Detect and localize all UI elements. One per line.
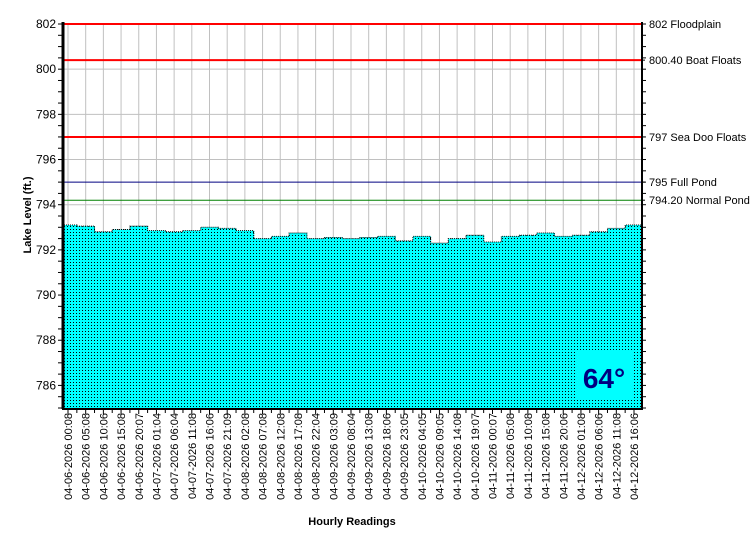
- reference-label: 797 Sea Doo Floats: [649, 132, 747, 144]
- data-column: [306, 238, 325, 408]
- data-column: [271, 236, 290, 408]
- data-column: [165, 231, 184, 408]
- x-tick-label: 04-11-2026 15:08: [541, 413, 553, 499]
- data-column: [554, 236, 573, 408]
- x-tick-label: 04-08-2026 02:08: [240, 413, 252, 500]
- x-tick-label: 04-07-2026 06:04: [169, 413, 181, 500]
- data-column: [76, 226, 96, 408]
- x-tick-label: 04-08-2026 12:08: [275, 413, 287, 500]
- data-outline: [64, 224, 641, 244]
- x-tick-label: 04-07-2026 11:08: [187, 413, 199, 499]
- data-column: [377, 236, 396, 408]
- data-column: [412, 236, 432, 408]
- y-tick-label: 800: [36, 62, 56, 76]
- y-tick-label: 790: [36, 288, 56, 302]
- data-column: [129, 226, 149, 408]
- data-column: [218, 228, 237, 408]
- data-column: [359, 237, 379, 408]
- x-tick-label: 04-10-2026 19:07: [470, 413, 482, 500]
- x-tick-label: 04-08-2026 17:08: [293, 413, 305, 500]
- x-tick-label: 04-07-2026 16:06: [205, 413, 217, 500]
- x-tick-label: 04-06-2026 20:07: [134, 413, 146, 500]
- x-tick-label: 04-06-2026 05:08: [81, 413, 93, 500]
- data-column: [536, 232, 555, 408]
- data-column: [501, 236, 520, 408]
- reference-label: 795 Full Pond: [649, 177, 717, 189]
- data-column: [430, 243, 449, 408]
- y-tick-label: 802: [36, 17, 56, 31]
- reference-label: 794.20 Normal Pond: [649, 195, 750, 207]
- reference-lines: 802 Floodplain 800.40 Boat Floats 797 Sea …: [64, 19, 750, 207]
- data-column: [465, 235, 485, 408]
- data-column: [395, 240, 414, 408]
- data-column: [483, 241, 502, 408]
- data-area: [64, 224, 642, 408]
- x-axis-title: Hourly Readings: [308, 516, 395, 528]
- data-column: [519, 235, 538, 408]
- y-tick-label: 796: [36, 153, 56, 167]
- data-column: [342, 238, 361, 408]
- data-column: [236, 230, 255, 408]
- x-tick-label: 04-12-2026 16:06: [629, 413, 641, 500]
- x-tick-label: 04-08-2026 07:08: [258, 413, 270, 500]
- x-tick-label: 04-11-2026 20:06: [558, 413, 570, 499]
- x-tick-label: 04-06-2026 15:08: [116, 413, 128, 500]
- y-tick-labels: 786 788 790 792 794 796 798 800 802: [36, 17, 56, 392]
- axes: [58, 22, 646, 414]
- x-tick-label: 04-06-2026 00:08: [63, 413, 75, 500]
- x-tick-label: 04-09-2026 13:08: [364, 413, 376, 500]
- data-column: [112, 229, 131, 408]
- data-column: [182, 230, 202, 408]
- data-column: [94, 231, 113, 408]
- y-tick-label: 794: [36, 198, 56, 212]
- x-tick-label: 04-11-2026 00:07: [488, 413, 500, 499]
- x-tick-label: 04-07-2026 01:04: [151, 413, 163, 500]
- x-tick-label: 04-06-2026 10:06: [98, 413, 110, 500]
- y-tick-label: 798: [36, 107, 56, 121]
- x-tick-label: 04-10-2026 09:05: [434, 413, 446, 500]
- x-tick-label: 04-09-2026 18:06: [381, 413, 393, 500]
- x-tick-label: 04-12-2026 01:08: [576, 413, 588, 500]
- y-axis-title: Lake Level (ft.): [22, 176, 34, 253]
- x-tick-label: 04-09-2026 03:09: [328, 413, 340, 500]
- x-tick-label: 04-10-2026 04:05: [417, 413, 429, 500]
- x-tick-label: 04-12-2026 11:08: [611, 413, 623, 499]
- data-column: [324, 237, 343, 408]
- x-tick-label: 04-10-2026 14:08: [452, 413, 464, 500]
- x-tick-label: 04-09-2026 08:04: [346, 413, 358, 500]
- data-column: [147, 230, 166, 408]
- y-tick-label: 786: [36, 378, 56, 392]
- temperature-text: 64°: [583, 363, 625, 394]
- reference-label: 802 Floodplain: [649, 19, 721, 31]
- x-tick-labels: 04-06-2026 00:08 04-06-2026 05:08 04-06-20…: [63, 413, 641, 500]
- y-tick-label: 792: [36, 243, 56, 257]
- x-tick-label: 04-12-2026 06:06: [594, 413, 606, 500]
- x-tick-label: 04-09-2026 23:05: [399, 413, 411, 500]
- x-tick-label: 04-08-2026 22:04: [311, 413, 323, 500]
- y-tick-label: 788: [36, 333, 56, 347]
- reference-label: 800.40 Boat Floats: [649, 55, 742, 67]
- data-column: [200, 227, 219, 408]
- x-tick-label: 04-11-2026 10:08: [523, 413, 535, 499]
- temperature-badge: 64°: [577, 352, 633, 398]
- data-column: [289, 232, 308, 408]
- data-column: [253, 238, 272, 408]
- data-column: [64, 225, 78, 408]
- x-tick-label: 04-11-2026 05:08: [505, 413, 517, 499]
- x-tick-label: 04-07-2026 21:09: [222, 413, 234, 500]
- data-column: [448, 238, 467, 408]
